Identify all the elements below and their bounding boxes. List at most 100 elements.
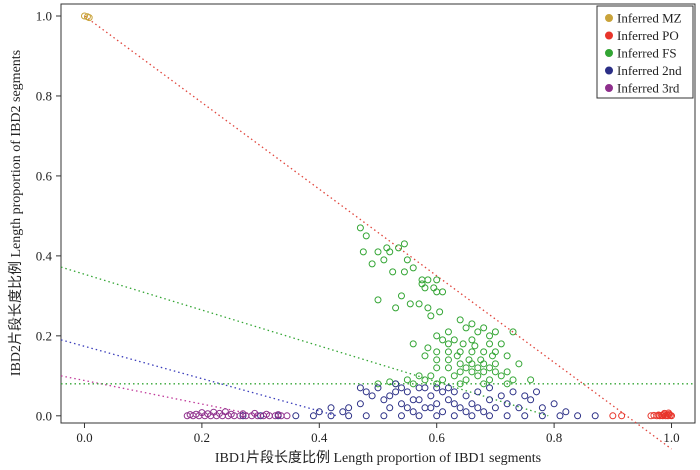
point-3-23 bbox=[368, 392, 376, 400]
point-4-23 bbox=[251, 409, 259, 417]
point-3-32 bbox=[415, 384, 423, 392]
point-1-1 bbox=[618, 412, 626, 420]
point-2-24 bbox=[415, 300, 423, 308]
point-3-31 bbox=[409, 396, 417, 404]
point-2-60 bbox=[515, 360, 523, 368]
point-2-50 bbox=[480, 348, 488, 356]
point-2-52 bbox=[503, 352, 511, 360]
legend-marker-0 bbox=[605, 14, 613, 22]
point-3-67 bbox=[397, 384, 405, 392]
point-2-82 bbox=[433, 380, 441, 388]
point-3-22 bbox=[356, 400, 364, 408]
point-3-44 bbox=[480, 408, 488, 416]
point-4-24 bbox=[262, 410, 270, 418]
point-2-21 bbox=[439, 288, 447, 296]
point-2-16 bbox=[421, 284, 429, 292]
point-3-0 bbox=[239, 412, 247, 420]
point-3-58 bbox=[415, 396, 423, 404]
point-3-27 bbox=[392, 380, 400, 388]
point-3-41 bbox=[462, 392, 470, 400]
y-axis-label: IBD2片段长度比例 Length proportion of IBD2 seg… bbox=[8, 50, 24, 376]
point-2-89 bbox=[453, 352, 461, 360]
point-3-14 bbox=[486, 412, 494, 420]
point-2-49 bbox=[468, 348, 476, 356]
point-3-52 bbox=[550, 400, 558, 408]
point-2-78 bbox=[509, 376, 517, 384]
point-2-28 bbox=[392, 304, 400, 312]
point-4-25 bbox=[198, 409, 206, 417]
x-tick-label-0: 0.0 bbox=[76, 430, 92, 445]
point-3-35 bbox=[433, 400, 441, 408]
point-3-16 bbox=[521, 412, 529, 420]
point-2-39 bbox=[439, 336, 447, 344]
point-3-33 bbox=[421, 404, 429, 412]
point-2-77 bbox=[486, 376, 494, 384]
point-3-69 bbox=[509, 388, 517, 396]
x-axis-label: IBD1片段长度比例 Length proportion of IBD1 seg… bbox=[215, 450, 541, 466]
point-2-11 bbox=[409, 264, 417, 272]
point-3-43 bbox=[474, 388, 482, 396]
point-2-68 bbox=[415, 372, 423, 380]
point-2-32 bbox=[480, 324, 488, 332]
point-4-22 bbox=[239, 410, 247, 418]
y-tick-label-5: 1.0 bbox=[36, 8, 52, 23]
point-3-62 bbox=[462, 408, 470, 416]
reference-line-3 bbox=[60, 375, 261, 417]
legend-label-3: Inferred 2nd bbox=[617, 63, 682, 78]
point-2-75 bbox=[439, 376, 447, 384]
point-0-0 bbox=[80, 12, 88, 20]
x-tick-label-5: 1.0 bbox=[663, 430, 679, 445]
legend-label-4: Inferred 3rd bbox=[617, 81, 680, 96]
x-axis-ticks: 0.0 0.2 0.4 0.6 0.8 1.0 bbox=[76, 423, 680, 445]
reference-line-0 bbox=[84, 15, 672, 450]
point-2-59 bbox=[491, 360, 499, 368]
point-3-45 bbox=[486, 396, 494, 404]
point-3-26 bbox=[386, 392, 394, 400]
legend-marker-4 bbox=[605, 84, 613, 92]
point-3-17 bbox=[538, 412, 546, 420]
legend-label-2: Inferred FS bbox=[617, 46, 677, 61]
point-2-1 bbox=[362, 232, 370, 240]
point-2-42 bbox=[486, 340, 494, 348]
point-3-15 bbox=[503, 412, 511, 420]
point-2-6 bbox=[380, 256, 388, 264]
legend-marker-2 bbox=[605, 49, 613, 57]
point-1-12 bbox=[664, 412, 672, 420]
point-3-74 bbox=[339, 408, 347, 416]
point-3-59 bbox=[427, 404, 435, 412]
point-3-49 bbox=[515, 404, 523, 412]
point-2-93 bbox=[433, 332, 441, 340]
point-3-18 bbox=[556, 412, 564, 420]
point-2-46 bbox=[433, 348, 441, 356]
point-3-29 bbox=[403, 388, 411, 396]
point-3-30 bbox=[409, 408, 417, 416]
point-2-26 bbox=[436, 308, 444, 316]
point-3-4 bbox=[309, 412, 317, 420]
point-4-17 bbox=[283, 412, 291, 420]
point-3-36 bbox=[433, 384, 441, 392]
point-2-10 bbox=[403, 256, 411, 264]
point-3-61 bbox=[450, 400, 458, 408]
point-3-65 bbox=[421, 384, 429, 392]
point-2-18 bbox=[433, 276, 441, 284]
point-3-68 bbox=[356, 384, 364, 392]
point-3-24 bbox=[374, 384, 382, 392]
point-2-5 bbox=[386, 248, 394, 256]
point-3-3 bbox=[292, 412, 300, 420]
point-2-43 bbox=[497, 340, 505, 348]
point-3-55 bbox=[380, 396, 388, 404]
point-2-9 bbox=[400, 240, 408, 248]
point-3-11 bbox=[433, 412, 441, 420]
point-3-71 bbox=[533, 388, 540, 396]
point-3-38 bbox=[444, 396, 452, 404]
point-3-34 bbox=[427, 392, 435, 400]
point-1-17 bbox=[665, 409, 673, 417]
point-3-25 bbox=[386, 404, 394, 412]
y-tick-label-2: 0.4 bbox=[36, 248, 53, 263]
point-3-46 bbox=[491, 404, 499, 412]
point-4-27 bbox=[221, 408, 229, 416]
point-3-19 bbox=[574, 412, 582, 420]
point-3-10 bbox=[415, 412, 423, 420]
point-2-97 bbox=[374, 380, 382, 388]
